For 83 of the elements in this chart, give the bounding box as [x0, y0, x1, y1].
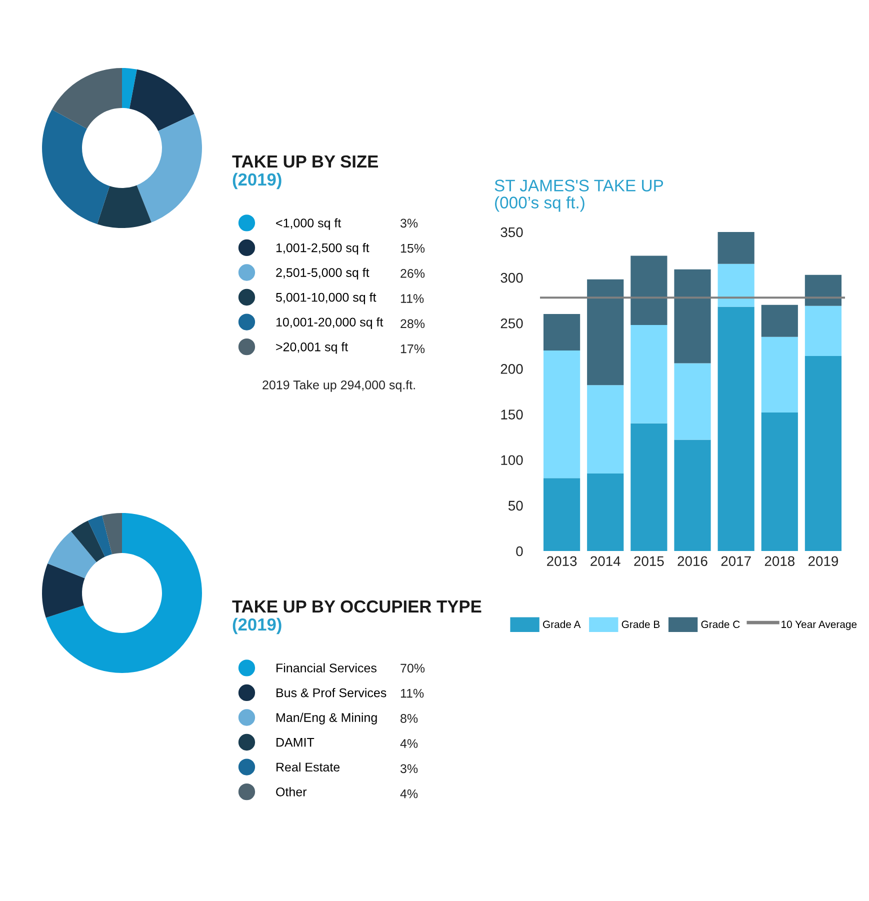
bar — [543, 350, 580, 478]
text: (2019) — [232, 172, 282, 190]
legend-label: DAMIT — [276, 738, 314, 747]
data-label: 70% — [400, 664, 425, 673]
legend-label: 5,001-10,000 sq ft — [276, 292, 376, 304]
donut-slice — [52, 68, 122, 129]
legend-label: >20,001 sq ft — [276, 342, 348, 354]
donut-slice — [71, 520, 105, 562]
bar — [630, 324, 668, 424]
bar — [718, 306, 754, 551]
legend-label: Real Estate — [276, 762, 340, 772]
y-tick-label: 150 — [501, 410, 523, 420]
text: 2019 Take up 294,000 sq.ft. — [262, 380, 415, 392]
bar — [587, 385, 624, 474]
x-tick-label: 2015 — [634, 556, 664, 566]
bar — [804, 356, 842, 551]
y-tick-label: 200 — [500, 364, 523, 374]
bar — [630, 256, 668, 325]
data-label: 15% — [400, 244, 425, 253]
donut-slice — [42, 109, 110, 224]
x-tick-label: 2014 — [590, 556, 620, 566]
data-label: 4% — [400, 739, 418, 748]
y-tick-label: 100 — [501, 455, 523, 466]
data-label: 4% — [400, 789, 418, 798]
y-tick-label: 50 — [508, 500, 523, 511]
data-label: 3% — [400, 218, 418, 228]
donut-slice — [88, 516, 112, 557]
bar — [587, 474, 624, 551]
legend-label: Grade B — [622, 620, 660, 628]
x-tick-label: 2013 — [547, 556, 577, 566]
legend-label: Financial Services — [276, 663, 376, 672]
legend-label: Grade A — [543, 620, 581, 628]
bar — [804, 274, 842, 306]
bar — [718, 264, 754, 307]
legend-label: 10,001-20,000 sq ft — [276, 317, 384, 330]
bar — [674, 269, 711, 364]
y-tick-label: 300 — [500, 272, 523, 283]
x-tick-label: 2017 — [721, 556, 751, 566]
bar — [543, 314, 580, 350]
legend-label: Grade C — [701, 620, 740, 628]
legend-label: 10 Year Average — [782, 620, 857, 630]
x-tick-label: 2018 — [764, 556, 794, 566]
donut-slice — [136, 114, 202, 222]
legend-label: 1,001-2,500 sq ft — [276, 243, 370, 255]
bar — [761, 336, 798, 412]
donut-slice — [122, 68, 137, 109]
bar — [718, 232, 754, 264]
legend-label: <1,000 sq ft — [276, 218, 342, 230]
bar — [804, 306, 842, 356]
text: TAKE UP BY OCCUPIER TYPE — [232, 600, 482, 613]
bar — [630, 423, 668, 551]
bar — [761, 412, 798, 551]
donut-slice — [102, 513, 122, 554]
bar — [587, 279, 624, 386]
donut-slice — [46, 513, 202, 673]
x-tick-label: 2016 — [678, 556, 708, 566]
legend-label: 2,501-5,000 sq ft — [276, 268, 370, 280]
bar — [761, 304, 798, 337]
donut-slice — [97, 185, 152, 228]
bar — [674, 363, 711, 440]
chart-subtitle: (000’s sq ft.) — [495, 196, 584, 212]
donut-slice — [129, 69, 194, 131]
data-label: 8% — [400, 714, 418, 723]
data-label: 26% — [400, 269, 425, 278]
legend-label: Other — [276, 787, 307, 796]
text: (2019) — [232, 618, 282, 634]
x-tick-label: 2019 — [808, 556, 838, 566]
y-tick-label: 350 — [500, 227, 523, 238]
data-label: 3% — [400, 764, 418, 774]
text: TAKE UP BY SIZE — [232, 155, 378, 168]
data-label: 11% — [400, 294, 424, 303]
donut-slice — [48, 531, 97, 578]
y-tick-label: 0 — [516, 546, 523, 556]
legend-label: Man/Eng & Mining — [276, 712, 377, 724]
bar — [543, 478, 580, 551]
data-label: 11% — [400, 688, 424, 698]
donut-slice — [42, 564, 85, 618]
data-label: 17% — [400, 344, 425, 354]
data-label: 28% — [400, 319, 425, 328]
bar — [674, 440, 711, 551]
y-tick-label: 250 — [500, 318, 523, 328]
legend-label: Bus & Prof Services — [276, 688, 386, 698]
chart-title: ST JAMES'S TAKE UP — [494, 180, 664, 192]
